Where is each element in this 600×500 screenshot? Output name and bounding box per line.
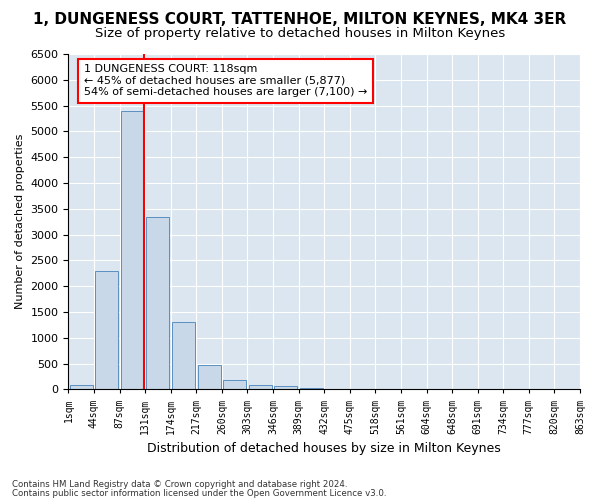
Bar bbox=[121, 111, 144, 390]
Bar bbox=[325, 389, 349, 390]
Bar bbox=[249, 386, 272, 390]
Text: 1 DUNGENESS COURT: 118sqm
← 45% of detached houses are smaller (5,877)
54% of se: 1 DUNGENESS COURT: 118sqm ← 45% of detac… bbox=[84, 64, 367, 98]
Bar bbox=[95, 270, 118, 390]
Bar bbox=[70, 386, 93, 390]
Bar bbox=[197, 364, 221, 390]
Text: Contains HM Land Registry data © Crown copyright and database right 2024.: Contains HM Land Registry data © Crown c… bbox=[12, 480, 347, 489]
Bar bbox=[146, 216, 169, 390]
X-axis label: Distribution of detached houses by size in Milton Keynes: Distribution of detached houses by size … bbox=[148, 442, 501, 455]
Bar bbox=[300, 388, 323, 390]
Bar bbox=[172, 322, 195, 390]
Text: 1, DUNGENESS COURT, TATTENHOE, MILTON KEYNES, MK4 3ER: 1, DUNGENESS COURT, TATTENHOE, MILTON KE… bbox=[34, 12, 566, 28]
Bar bbox=[274, 386, 298, 390]
Y-axis label: Number of detached properties: Number of detached properties bbox=[15, 134, 25, 310]
Text: Contains public sector information licensed under the Open Government Licence v3: Contains public sector information licen… bbox=[12, 488, 386, 498]
Bar bbox=[223, 380, 246, 390]
Text: Size of property relative to detached houses in Milton Keynes: Size of property relative to detached ho… bbox=[95, 28, 505, 40]
